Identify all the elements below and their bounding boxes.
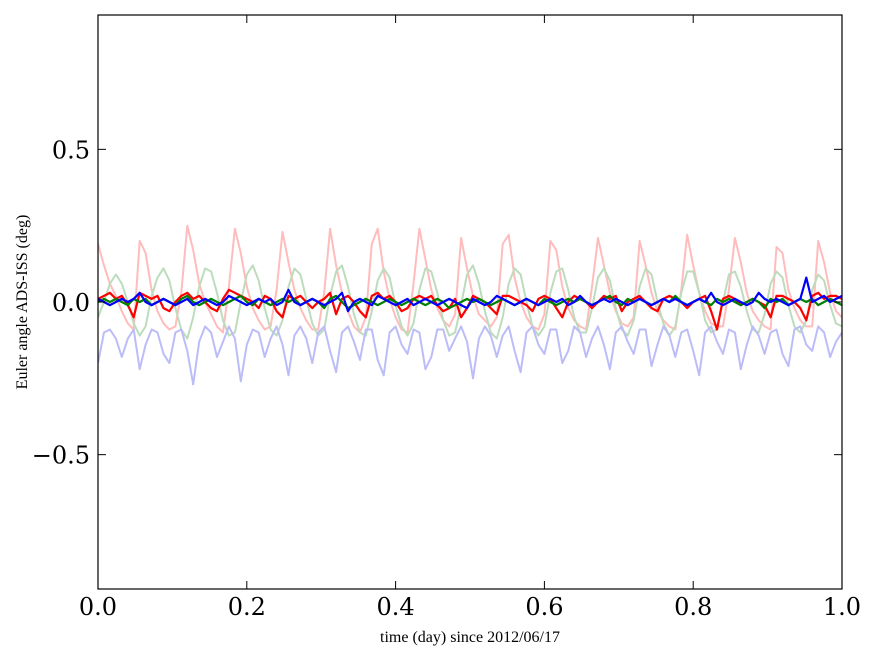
- x-tick-label: 0.0: [79, 593, 117, 621]
- y-axis-label: Euler angle ADS-ISS (deg): [14, 215, 31, 390]
- x-tick-label: 0.6: [525, 593, 563, 621]
- y-tick-label: −0.5: [32, 442, 90, 470]
- series-line-6: [98, 276, 842, 313]
- y-tick-label: 0.5: [52, 136, 90, 164]
- x-tick-label: 0.4: [377, 593, 415, 621]
- tick-layer: 0.0 0.2 0.4 0.6 0.8 1.0 −0.5 0.0 0.5: [32, 15, 861, 621]
- y-tick-label: 0.0: [52, 289, 90, 317]
- series-line-3: [98, 325, 842, 386]
- x-axis-label: time (day) since 2012/06/17: [380, 629, 560, 646]
- x-tick-label: 1.0: [823, 593, 861, 621]
- series-line-5: [98, 294, 842, 310]
- series-layer: [98, 224, 842, 386]
- x-tick-label: 0.8: [674, 593, 712, 621]
- x-tick-label: 0.2: [228, 593, 266, 621]
